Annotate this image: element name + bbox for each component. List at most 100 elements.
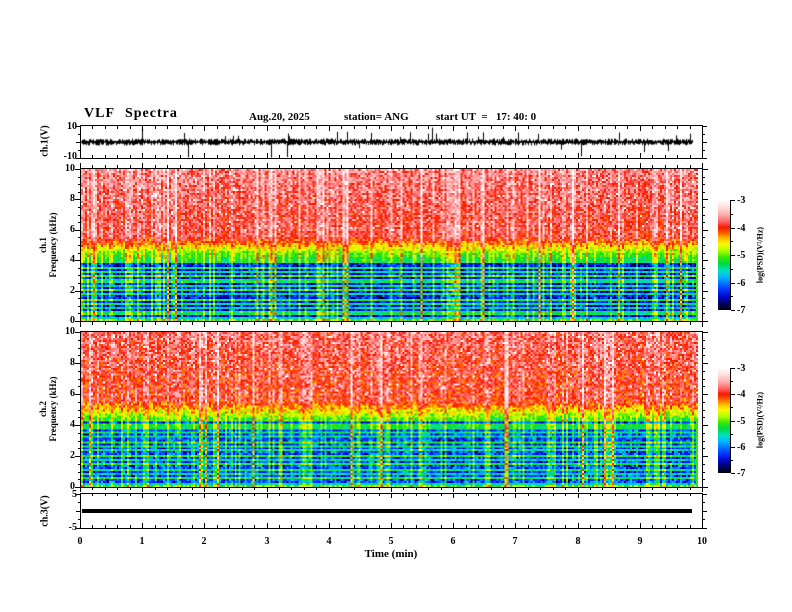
axis-tick [703,528,707,529]
axis-tick [503,155,504,158]
axis-tick [627,165,628,168]
axis-tick [354,525,355,528]
axis-tick [640,523,641,528]
axis-tick [92,494,93,496]
axis-tick [703,169,708,170]
axis-tick [703,425,708,426]
axis-tick [180,322,181,325]
axis-tick [491,488,492,490]
axis-tick [76,511,80,512]
axis-tick [703,222,705,223]
axis-tick-label: 6 [70,224,75,235]
axis-tick [703,511,707,512]
axis-tick [92,488,93,490]
axis-tick [78,275,80,276]
axis-tick [640,163,641,168]
axis-tick [204,163,205,168]
axis-tick-label: 6 [450,536,456,547]
axis-tick [453,126,454,131]
axis-tick [217,488,218,490]
axis-tick [702,322,703,327]
axis-tick [304,488,305,490]
axis-tick [590,488,591,490]
axis-tick [75,199,80,200]
axis-tick [640,322,641,327]
axis-tick [329,488,330,492]
axis-tick [515,163,516,168]
axis-tick [329,153,330,158]
axis-tick [130,165,131,168]
axis-tick [105,494,106,496]
axis-tick [553,126,554,129]
ch3-constant-trace [82,509,692,513]
axis-tick [703,410,705,411]
axis-tick [180,165,181,168]
axis-tick [341,525,342,528]
axis-tick [731,421,735,422]
axis-tick [75,169,80,170]
axis-tick [491,155,492,158]
axis-tick [677,525,678,528]
axis-tick [590,126,591,129]
axis-tick [528,155,529,158]
axis-tick [652,525,653,528]
axis-tick-label: 4 [326,536,332,547]
axis-tick [341,126,342,129]
axis-tick [515,494,516,498]
axis-tick [130,494,131,496]
axis-tick [441,525,442,528]
axis-tick [354,322,355,325]
axis-tick [453,163,454,168]
axis-tick [478,494,479,496]
axis-tick [478,165,479,168]
axis-tick-label: 4 [70,419,75,430]
axis-tick [703,142,707,143]
axis-tick [316,322,317,325]
axis-tick [615,155,616,158]
axis-tick [540,165,541,168]
axis-tick [105,322,106,325]
axis-tick [267,126,268,131]
axis-tick [690,494,691,496]
axis-tick [578,322,579,327]
spec2-ylabel-channel: ch.2 [38,401,48,417]
axis-tick [652,494,653,496]
axis-tick [652,165,653,168]
axis-tick [117,126,118,129]
axis-tick [316,494,317,496]
axis-tick [304,155,305,158]
axis-tick [416,488,417,490]
axis-tick [229,488,230,490]
axis-tick [615,494,616,496]
spec1-ylabel-channel: ch.1 [38,237,48,253]
axis-tick [703,268,705,269]
axis-tick [279,165,280,168]
header-date: Aug.20, 2025 [249,111,310,123]
axis-tick [703,456,708,457]
axis-tick [441,494,442,496]
axis-tick [204,488,205,492]
axis-tick [703,313,705,314]
axis-tick [304,494,305,496]
axis-tick [466,126,467,129]
axis-tick [703,379,705,380]
axis-tick [142,163,143,168]
axis-tick [652,155,653,158]
axis-tick [117,488,118,490]
axis-tick-label: -7 [737,468,746,479]
axis-tick [627,322,628,325]
axis-tick [130,322,131,325]
axis-tick [627,155,628,158]
axis-tick [731,381,733,382]
axis-tick [304,525,305,528]
axis-tick [379,155,380,158]
axis-tick [142,494,143,498]
axis-tick [155,322,156,325]
axis-tick [217,322,218,325]
axis-tick [503,488,504,490]
header-start-ut: start UT = 17: 40: 0 [436,111,537,123]
axis-tick [78,207,80,208]
axis-tick [254,525,255,528]
axis-tick [466,488,467,490]
